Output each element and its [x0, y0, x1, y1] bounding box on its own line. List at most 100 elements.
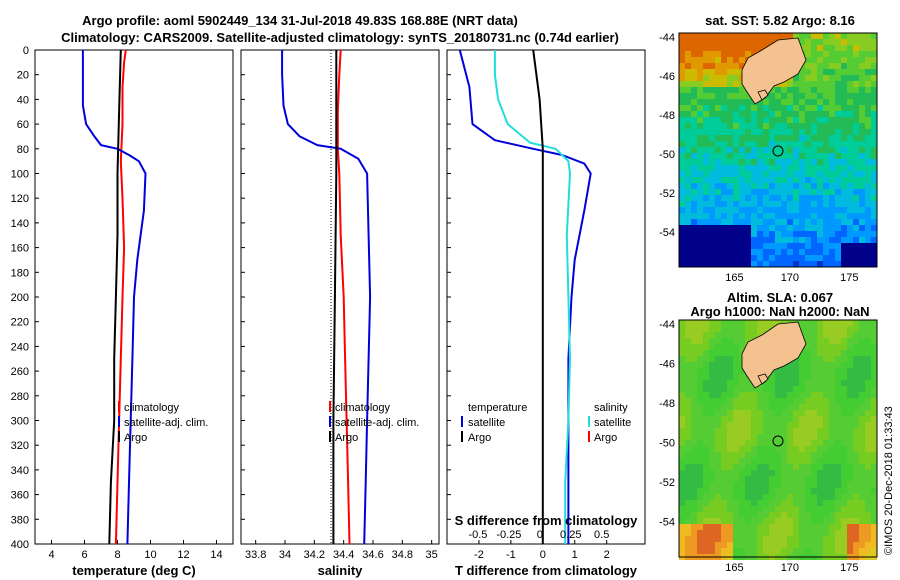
sla-cell [757, 410, 763, 416]
sla-cell [811, 422, 817, 428]
sla-cell [757, 446, 763, 452]
sla-cell [697, 452, 703, 458]
sla-cell [679, 440, 685, 446]
sla-cell [709, 488, 715, 494]
sla-cell [709, 494, 715, 500]
sla-cell [799, 362, 805, 368]
sst-cell [685, 45, 691, 51]
sla-cell [823, 500, 829, 506]
sst-cell [715, 231, 721, 237]
sla-cell [841, 506, 847, 512]
sla-cell [709, 332, 715, 338]
sst-cell [799, 93, 805, 99]
sst-cell [811, 81, 817, 87]
sla-cell [745, 422, 751, 428]
sla-cell [865, 416, 871, 422]
sla-cell [685, 320, 691, 326]
sst-cell [793, 255, 799, 261]
sst-cell [685, 153, 691, 159]
sla-cell [835, 548, 841, 554]
sst-cell [685, 213, 691, 219]
sla-cell [739, 512, 745, 518]
sla-cell [691, 524, 697, 530]
sla-cell [811, 440, 817, 446]
sla-cell [859, 446, 865, 452]
sla-cell [709, 404, 715, 410]
sla-cell [817, 494, 823, 500]
sla-cell [703, 368, 709, 374]
sla-cell [847, 488, 853, 494]
sst-cell [751, 237, 757, 243]
sla-cell [811, 500, 817, 506]
sst-cell [775, 171, 781, 177]
sla-cell [775, 512, 781, 518]
sst-cell [829, 135, 835, 141]
sla-cell [757, 488, 763, 494]
lat-tick-label: -44 [659, 32, 675, 44]
sst-cell [727, 45, 733, 51]
sst-cell [871, 99, 877, 105]
sst-cell [793, 153, 799, 159]
sla-cell [793, 422, 799, 428]
sst-cell [865, 81, 871, 87]
sla-cell [823, 386, 829, 392]
sst-cell [787, 261, 793, 267]
sst-cell [745, 243, 751, 249]
sla-cell [835, 326, 841, 332]
sla-cell [841, 476, 847, 482]
sla-cell [721, 422, 727, 428]
sla-cell [823, 530, 829, 536]
sst-cell [835, 219, 841, 225]
sla-map-title-line2: Argo h1000: NaN h2000: NaN [690, 304, 869, 319]
sst-cell [781, 183, 787, 189]
sla-cell [751, 428, 757, 434]
sst-cell [727, 171, 733, 177]
sst-cell [823, 219, 829, 225]
sla-cell [679, 518, 685, 524]
sla-cell [763, 512, 769, 518]
x-tick-label: 0 [540, 549, 546, 561]
sla-cell [817, 488, 823, 494]
sst-cell [751, 201, 757, 207]
sst-cell [685, 147, 691, 153]
sla-cell [751, 524, 757, 530]
sla-cell [859, 386, 865, 392]
sla-cell [853, 344, 859, 350]
sst-cell [769, 39, 775, 45]
sla-cell [703, 464, 709, 470]
sst-cell [703, 57, 709, 63]
sla-cell [715, 464, 721, 470]
sla-cell [859, 470, 865, 476]
sst-cell [709, 231, 715, 237]
sla-cell [727, 500, 733, 506]
sst-cell [853, 93, 859, 99]
sst-cell [715, 249, 721, 255]
sst-cell [745, 147, 751, 153]
sla-cell [733, 374, 739, 380]
sst-cell [865, 249, 871, 255]
sst-cell [715, 153, 721, 159]
sst-cell [859, 33, 865, 39]
sla-cell [727, 542, 733, 548]
sla-cell [865, 344, 871, 350]
sla-cell [823, 518, 829, 524]
sst-cell [841, 153, 847, 159]
sst-cell [709, 111, 715, 117]
sla-cell [829, 512, 835, 518]
sla-cell [793, 434, 799, 440]
sla-cell [847, 404, 853, 410]
sst-cell [853, 111, 859, 117]
sla-cell [829, 530, 835, 536]
sst-cell [709, 75, 715, 81]
sst-cell [769, 243, 775, 249]
sst-cell [709, 99, 715, 105]
sla-cell [823, 374, 829, 380]
sla-cell [763, 440, 769, 446]
sst-cell [847, 75, 853, 81]
sst-cell [739, 255, 745, 261]
sst-cell [727, 255, 733, 261]
sst-cell [811, 99, 817, 105]
sla-cell [799, 500, 805, 506]
sst-cell [769, 261, 775, 267]
sst-argo-location-marker [772, 145, 784, 157]
